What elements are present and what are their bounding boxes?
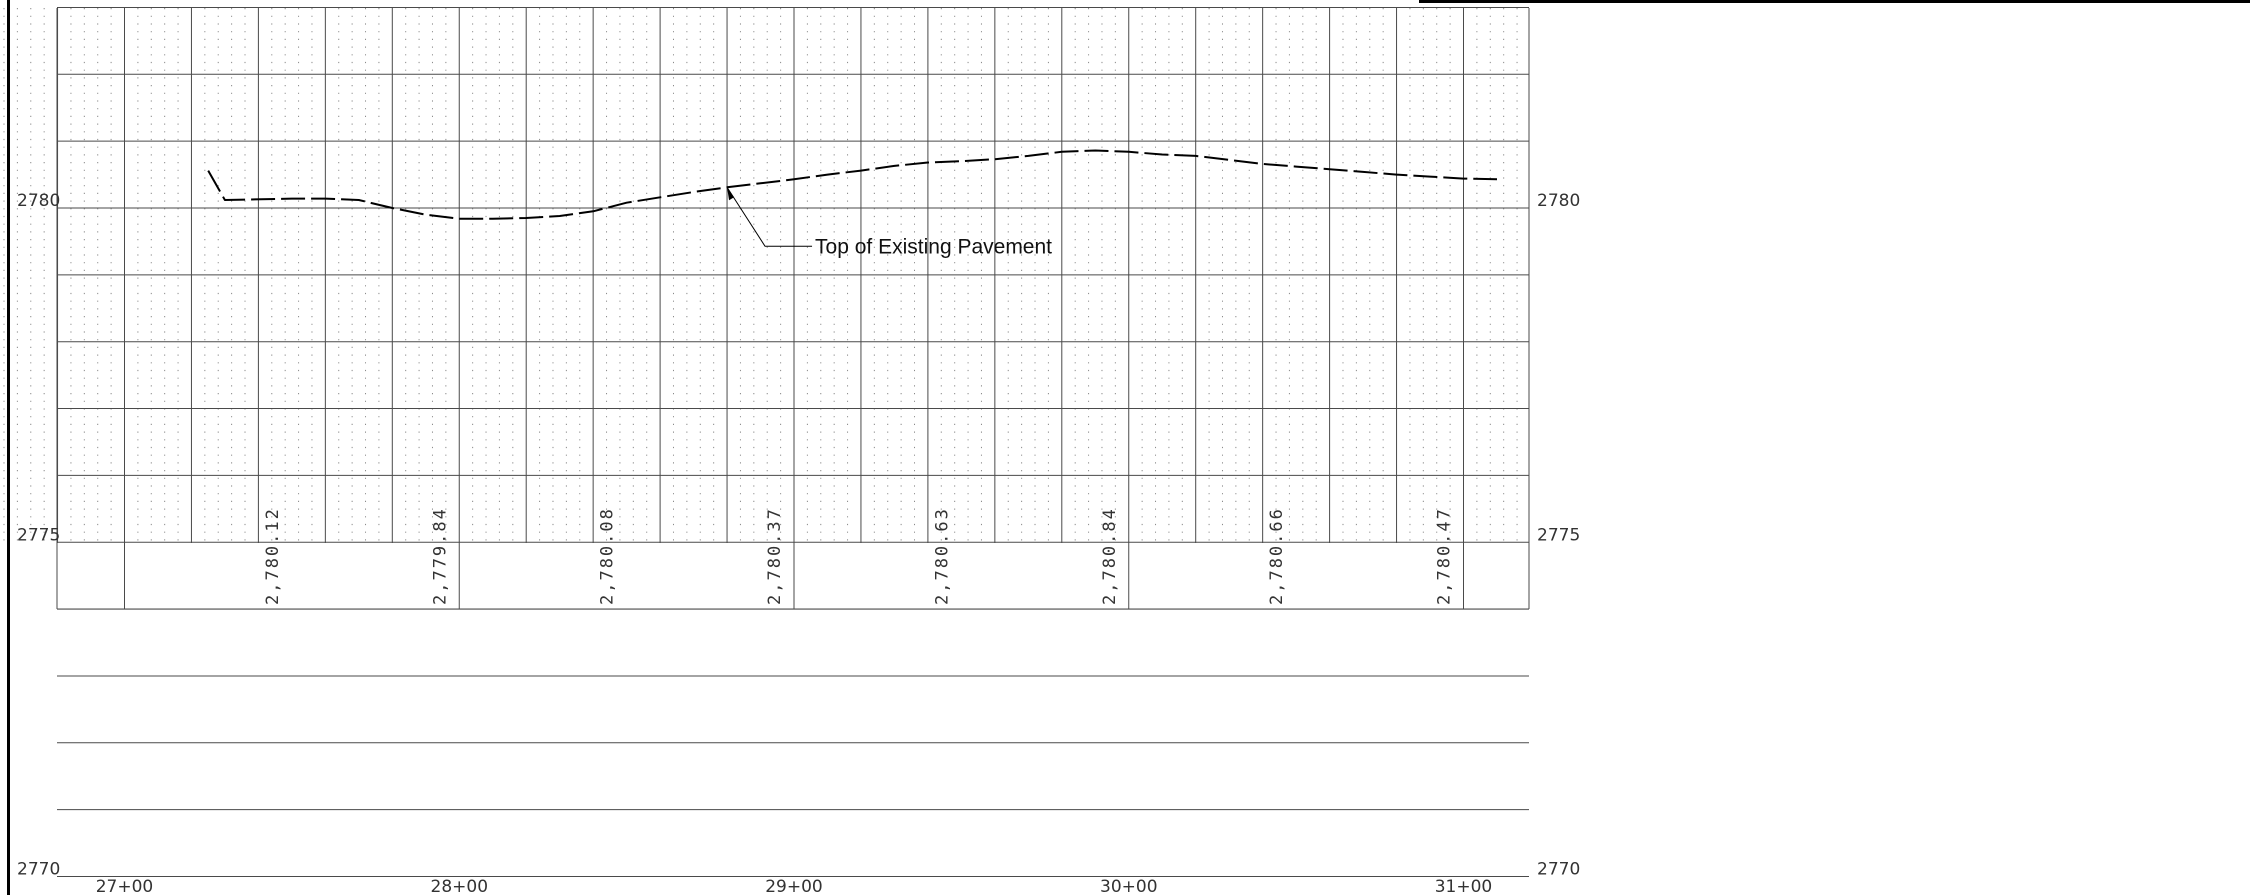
elevation-label-left: 2775: [17, 525, 60, 545]
major-grid-lines: [57, 6, 1529, 877]
callout: Top of Existing Pavement: [726, 187, 1052, 258]
station-axis: 27+00 28+00 29+00 30+00 31+00: [96, 877, 1493, 895]
elevation-sample-label: 2,780.84: [1100, 507, 1120, 605]
elevation-label-right: 2775: [1537, 525, 1580, 545]
elevation-label-right: 2780: [1537, 191, 1580, 211]
profile-line-top-of-existing-pavement: [207, 149, 1498, 220]
elevation-sample-row: 2,780.12 2,779.84 2,780.08 2,780.37 2,780.63…: [263, 507, 1455, 605]
elevation-label-left: 2780: [17, 191, 60, 211]
callout-leader: [726, 187, 813, 247]
station-label: 30+00: [1100, 877, 1158, 895]
station-label: 29+00: [765, 877, 823, 895]
profile-series: [207, 149, 1498, 220]
elevation-sample-label: 2,780.47: [1435, 507, 1455, 605]
elevation-sample-label: 2,780.63: [932, 507, 952, 605]
station-label: 31+00: [1435, 877, 1493, 895]
elevation-sample-label: 2,780.37: [765, 507, 785, 605]
station-label: 27+00: [96, 877, 154, 895]
station-label: 28+00: [431, 877, 489, 895]
callout-arrowhead: [727, 187, 735, 201]
callout-label: Top of Existing Pavement: [815, 235, 1052, 258]
elevation-sample-label: 2,779.84: [430, 507, 450, 605]
elevation-sample-label: 2,780.12: [263, 507, 283, 605]
elevation-axis: 2770 2770 2775 2775 2780 2780: [17, 191, 1580, 880]
elevation-label-right: 2770: [1537, 860, 1580, 880]
sheet-frame: [7, 0, 2250, 895]
minor-dot-grid: [3, 8, 1518, 543]
elevation-label-left: 2770: [17, 860, 60, 880]
elevation-sample-label: 2,780.08: [598, 507, 618, 605]
elevation-sample-label: 2,780.66: [1267, 507, 1287, 605]
